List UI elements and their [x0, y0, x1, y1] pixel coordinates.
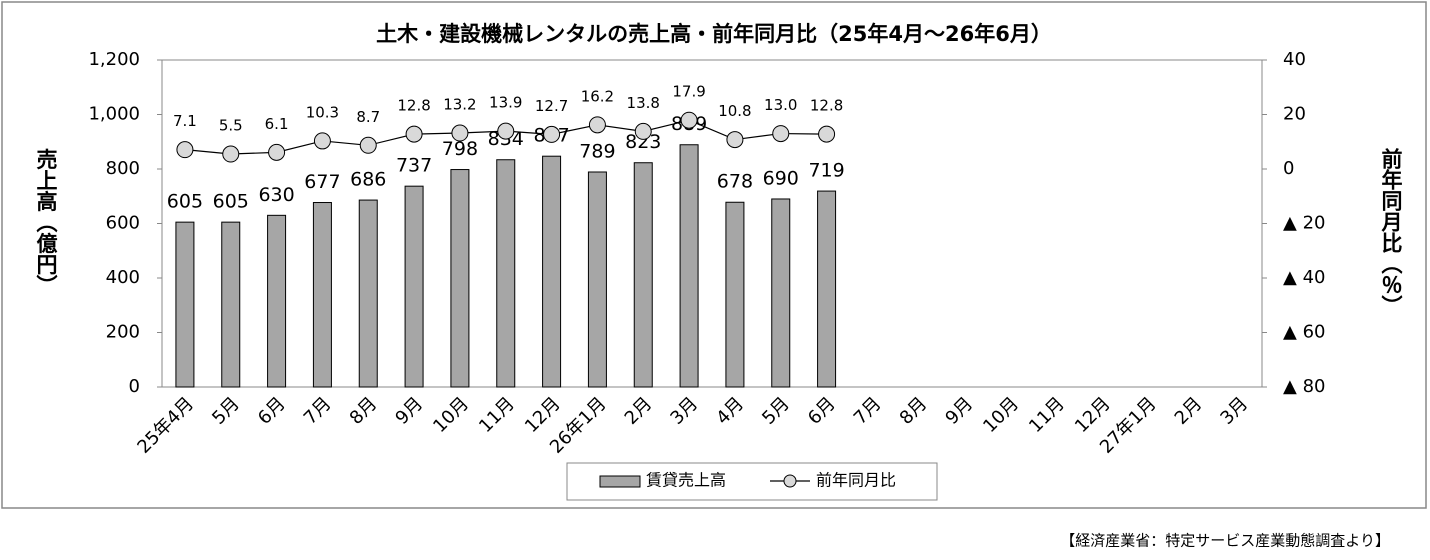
bar	[358, 199, 378, 388]
line-value-label: 13.2	[443, 96, 476, 114]
line-value-label: 12.8	[810, 97, 843, 115]
bar	[679, 144, 699, 388]
y-axis-label: 売上高（億円）	[34, 149, 58, 296]
bar-value-label: 605	[167, 191, 203, 213]
line-value-label: 13.0	[764, 96, 797, 114]
line-marker	[359, 136, 377, 154]
y2-tick-label: ▲ 40	[1283, 267, 1325, 288]
bar-value-label: 677	[304, 171, 340, 193]
legend-marker	[783, 474, 797, 488]
bar	[450, 169, 470, 388]
legend-label: 前年同月比	[816, 471, 896, 490]
bar	[725, 201, 745, 388]
line-marker	[818, 125, 836, 143]
line-value-label: 7.1	[173, 112, 197, 130]
line-value-label: 12.7	[535, 97, 568, 115]
y-tick-label: 600	[106, 213, 140, 234]
bar-value-label: 823	[625, 131, 661, 153]
source-note: 【経済産業省：特定サービス産業動態調査より】	[1060, 532, 1390, 550]
line-marker	[726, 131, 744, 149]
bar-value-label: 686	[350, 169, 386, 191]
bar	[312, 202, 332, 388]
y-tick-label: 1,200	[88, 49, 140, 70]
bar	[771, 198, 791, 388]
y2-tick-label: 40	[1283, 49, 1306, 70]
line-marker	[634, 122, 652, 140]
line-value-label: 13.9	[489, 94, 522, 112]
y-tick-label: 800	[106, 158, 140, 179]
line-value-label: 6.1	[265, 115, 289, 133]
bar	[496, 159, 516, 388]
line-marker	[772, 125, 790, 143]
line-marker	[451, 124, 469, 142]
line-value-label: 8.7	[356, 108, 380, 126]
line-marker	[543, 125, 561, 143]
line-marker	[313, 132, 331, 150]
line-value-label: 16.2	[581, 87, 614, 105]
bar	[267, 214, 287, 388]
y2-tick-label: ▲ 60	[1283, 322, 1325, 343]
y2-tick-label: 20	[1283, 104, 1306, 125]
line-value-label: 12.8	[397, 97, 430, 115]
bar-value-label: 630	[258, 184, 294, 206]
bar	[404, 185, 424, 388]
chart-frame	[1, 1, 1427, 509]
bar	[633, 162, 653, 388]
line-marker	[176, 141, 194, 159]
bar-value-label: 737	[396, 155, 432, 177]
y-tick-label: 1,000	[88, 104, 140, 125]
line-value-label: 17.9	[672, 83, 705, 101]
line-marker	[588, 116, 606, 134]
y-tick-label: 400	[106, 267, 140, 288]
bar	[221, 221, 241, 388]
y-tick-label: 200	[106, 322, 140, 343]
line-value-label: 13.8	[627, 94, 660, 112]
bar	[542, 155, 562, 388]
bar-value-label: 719	[808, 160, 844, 182]
legend-label: 賃貸売上高	[646, 471, 726, 490]
y2-axis-label: 前年同月比（％）	[1379, 147, 1404, 316]
bar	[175, 221, 195, 388]
y2-tick-label: ▲ 20	[1283, 213, 1325, 234]
bar-value-label: 798	[442, 138, 478, 160]
line-marker	[497, 122, 515, 140]
y2-tick-label: ▲ 80	[1283, 376, 1325, 397]
bar-value-label: 690	[763, 167, 799, 189]
bar	[587, 171, 607, 388]
chart-title: 土木・建設機械レンタルの売上高・前年同月比（25年4月～26年6月）	[376, 22, 1052, 46]
y2-tick-label: 0	[1283, 158, 1294, 179]
bar-value-label: 678	[717, 171, 753, 193]
bar-value-label: 789	[579, 140, 615, 162]
y-tick-label: 0	[129, 376, 140, 397]
line-value-label: 10.8	[718, 102, 751, 120]
line-marker	[405, 125, 423, 143]
line-marker	[222, 145, 240, 163]
line-value-label: 10.3	[306, 103, 339, 121]
line-marker	[268, 143, 286, 161]
bar	[817, 190, 837, 388]
legend-swatch	[599, 475, 641, 488]
line-value-label: 5.5	[219, 117, 243, 135]
line-marker	[680, 111, 698, 129]
bar-value-label: 605	[213, 191, 249, 213]
